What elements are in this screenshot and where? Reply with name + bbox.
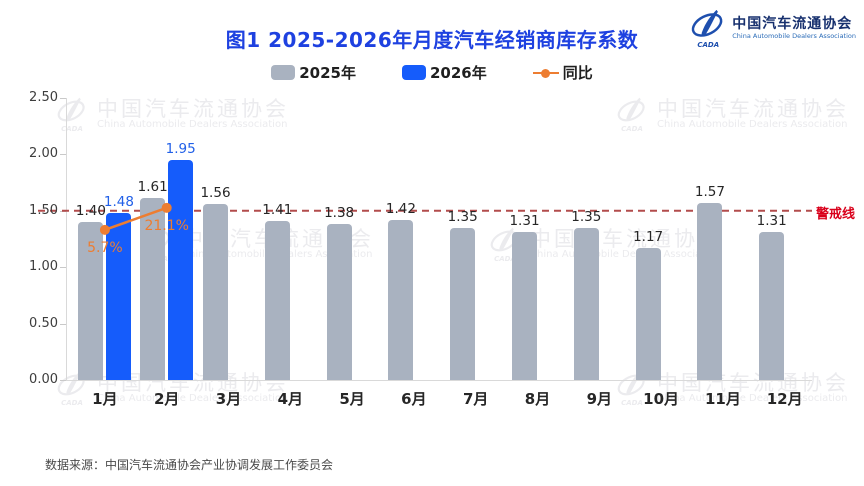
- bar-2025-1月: [78, 222, 104, 380]
- y-tick-label: 0.00: [29, 372, 58, 387]
- bar-2025-3月: [203, 204, 228, 380]
- bar-2026-1月: [106, 213, 132, 380]
- bar-2026-2月: [168, 160, 194, 380]
- bar-value-label: 1.42: [385, 200, 416, 217]
- y-tick-mark: [60, 267, 66, 269]
- y-tick-label: 1.50: [29, 202, 58, 218]
- x-tick-label: 4月: [277, 390, 304, 408]
- bar-2025-8月: [512, 232, 537, 380]
- bar-value-label: 1.31: [509, 213, 540, 230]
- legend-label: 2026年: [429, 64, 487, 82]
- y-tick-mark: [60, 323, 66, 325]
- x-tick-label: 1月: [92, 390, 118, 408]
- warning-line-label: 警戒线: [816, 206, 856, 222]
- y-tick-label: 2.50: [29, 90, 58, 105]
- watermark-text-en: China Automobile Dealers Association: [657, 393, 848, 405]
- y-axis-line: [66, 98, 67, 380]
- x-tick-label: 8月: [524, 390, 551, 408]
- watermark-abbr: CADA: [61, 399, 83, 407]
- yoy-percent-label: 5.7%: [87, 239, 123, 256]
- y-tick-label: 0.50: [29, 315, 58, 331]
- watermark-text-en: China Automobile Dealers Association: [530, 249, 721, 261]
- watermark-text-en: China Automobile Dealers Association: [97, 393, 288, 405]
- chart-title: 图1 2025-2026年月度汽车经销商库存系数: [225, 28, 639, 52]
- watermark-abbr: CADA: [621, 399, 643, 407]
- x-tick-label: 9月: [586, 390, 613, 408]
- y-tick-mark: [60, 98, 66, 99]
- y-tick-mark: [60, 154, 66, 156]
- bar-2025-11月: [697, 202, 723, 380]
- bar-value-label: 1.17: [633, 229, 664, 246]
- x-tick-label: 10月: [643, 390, 680, 408]
- legend-item-1: 2025年: [271, 62, 356, 83]
- bar-value-label: 1.95: [165, 141, 196, 158]
- legend-swatch-icon: [271, 65, 296, 80]
- chart-legend: 2025年 2026年 同比: [0, 62, 864, 83]
- legend-label: 同比: [562, 64, 593, 82]
- data-source-note: 数据来源：中国汽车流通协会产业协调发展工作委员会: [45, 458, 334, 472]
- cada-logo-emblem: [691, 9, 723, 37]
- x-tick-label: 2月: [153, 390, 180, 408]
- yoy-percent-label: 21.1%: [144, 217, 189, 234]
- bar-value-label: 1.35: [447, 208, 478, 225]
- legend-label: 2025年: [299, 64, 356, 82]
- legend-item-3: 同比: [532, 62, 593, 83]
- bar-value-label: 1.35: [571, 208, 602, 225]
- legend-line-marker-icon: [532, 65, 559, 80]
- x-tick-label: 12月: [766, 390, 803, 408]
- bar-2025-12月: [759, 232, 785, 380]
- bar-value-label: 1.31: [756, 213, 787, 230]
- x-tick-label: 11月: [704, 390, 741, 408]
- legend-item-2: 2026年: [401, 62, 487, 83]
- y-tick-label: 1.00: [29, 259, 58, 275]
- watermark-logo-icon: [57, 97, 85, 122]
- x-tick-label: 5月: [339, 390, 365, 408]
- x-tick-label: 7月: [462, 390, 489, 408]
- bar-value-label: 1.41: [262, 201, 293, 218]
- bar-2025-10月: [635, 248, 661, 380]
- watermark-abbr: CADA: [61, 125, 83, 133]
- watermark-text-cn: 中国汽车流通协会: [97, 97, 289, 122]
- cada-logo-name-cn: 中国汽车流通协会: [732, 16, 853, 33]
- bar-2025-6月: [388, 219, 414, 380]
- x-axis-line: [66, 380, 812, 381]
- bar-2025-9月: [573, 227, 599, 380]
- bar-value-label: 1.48: [103, 194, 134, 211]
- watermark-abbr: CADA: [621, 125, 643, 133]
- bar-value-label: 1.56: [200, 185, 231, 202]
- cada-logo-name-en: China Automobile Dealers Association: [732, 31, 856, 40]
- cada-logo-abbr: CADA: [697, 41, 720, 49]
- bar-2025-5月: [326, 224, 352, 380]
- bar-value-label: 1.38: [324, 205, 355, 222]
- bar-value-label: 1.61: [137, 179, 168, 196]
- bar-value-label: 1.57: [694, 183, 725, 200]
- cada-logo: CADA 中国汽车流通协会 China Automobile Dealers A…: [689, 8, 856, 49]
- watermark-logo-icon: [617, 97, 645, 122]
- y-tick-mark: [60, 380, 66, 381]
- x-tick-label: 3月: [215, 390, 242, 408]
- legend-swatch-icon: [401, 65, 426, 80]
- bar-2025-7月: [450, 227, 476, 380]
- x-tick-label: 6月: [401, 390, 427, 408]
- bar-2025-4月: [264, 220, 290, 380]
- watermark-text-cn: 中国汽车流通协会: [657, 97, 849, 122]
- watermark-text-en: China Automobile Dealers Association: [657, 119, 848, 131]
- y-tick-label: 2.00: [29, 146, 58, 162]
- watermark-abbr: CADA: [494, 255, 516, 263]
- watermark-text-en: China Automobile Dealers Association: [97, 119, 288, 131]
